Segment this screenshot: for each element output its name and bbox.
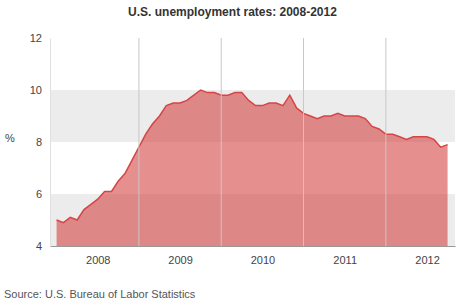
y-tick-label: 12 [30, 32, 42, 44]
line [57, 90, 448, 223]
x-tick: 2009 [168, 246, 192, 266]
year-separator [221, 38, 222, 246]
y-tick-label: 8 [36, 136, 42, 148]
year-separator [303, 38, 304, 246]
y-tick: 6 [36, 188, 50, 200]
chart: U.S. unemployment rates: 2008-2012200820… [0, 0, 465, 307]
grid [50, 90, 455, 246]
y-tick: 4 [36, 240, 50, 252]
year-separator [138, 38, 139, 246]
y-axis-title: % [5, 132, 15, 144]
area [57, 90, 448, 246]
y-tick-label: 4 [36, 240, 42, 252]
x-axis: 2008 2009 2010 2011 2012 [51, 246, 456, 266]
separators [139, 38, 386, 246]
y-tick: 12 [30, 32, 50, 44]
x-tick-label: 2008 [86, 254, 110, 266]
y-tick: 8 [36, 136, 50, 148]
y-tick-label: 10 [30, 84, 42, 96]
x-tick: 2010 [251, 246, 275, 266]
plot-area [57, 90, 448, 246]
x-tick-label: 2009 [168, 254, 192, 266]
x-tick-label: 2010 [251, 254, 275, 266]
y-tick-label: 6 [36, 188, 42, 200]
x-tick: 2008 [86, 246, 110, 266]
x-tick: 2011 [333, 246, 357, 266]
x-tick-label: 2011 [333, 254, 357, 266]
source: Source: U.S. Bureau of Labor Statistics [4, 288, 196, 300]
x-tick-label: 2012 [415, 254, 439, 266]
x-axis-line [51, 246, 456, 247]
year-separator [385, 38, 386, 246]
y-tick: 10 [30, 84, 50, 96]
x-tick: 2012 [415, 246, 439, 266]
y-axis-line [50, 39, 51, 247]
y-axis: 4 6 8 10 12 [30, 32, 51, 252]
title: U.S. unemployment rates: 2008-2012 [128, 5, 337, 19]
